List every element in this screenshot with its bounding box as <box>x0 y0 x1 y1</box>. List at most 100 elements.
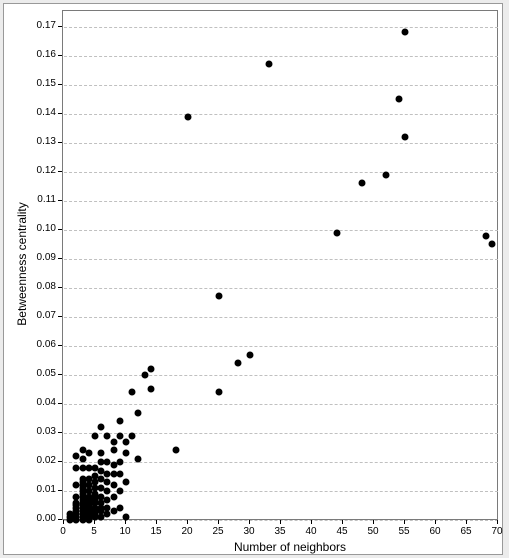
data-point <box>116 505 123 512</box>
y-tick <box>58 287 62 288</box>
y-tick-label: 0.11 <box>28 194 56 205</box>
gridline <box>64 288 498 289</box>
data-point <box>185 113 192 120</box>
y-tick <box>58 171 62 172</box>
gridline <box>64 462 498 463</box>
x-tick <box>373 520 374 524</box>
y-tick <box>58 142 62 143</box>
chart-container: Betweenness centrality Number of neighbo… <box>0 0 509 558</box>
gridline <box>64 259 498 260</box>
data-point <box>216 389 223 396</box>
gridline <box>64 27 498 28</box>
plot-area <box>62 10 498 520</box>
x-tick-label: 70 <box>487 526 507 537</box>
gridline <box>64 317 498 318</box>
x-tick <box>311 520 312 524</box>
y-tick <box>58 345 62 346</box>
y-tick <box>58 113 62 114</box>
x-tick-label: 0 <box>53 526 73 537</box>
y-tick <box>58 55 62 56</box>
data-point <box>104 487 111 494</box>
x-tick-label: 40 <box>301 526 321 537</box>
data-point <box>98 450 105 457</box>
x-tick-label: 15 <box>146 526 166 537</box>
data-point <box>135 456 142 463</box>
y-tick <box>58 403 62 404</box>
y-tick <box>58 316 62 317</box>
y-tick-label: 0.16 <box>28 49 56 60</box>
x-tick <box>249 520 250 524</box>
y-tick <box>58 84 62 85</box>
x-axis-label: Number of neighbors <box>220 540 360 554</box>
data-point <box>116 458 123 465</box>
x-tick <box>156 520 157 524</box>
x-tick <box>280 520 281 524</box>
gridline <box>64 56 498 57</box>
x-tick <box>187 520 188 524</box>
x-tick-label: 10 <box>115 526 135 537</box>
data-point <box>116 418 123 425</box>
x-tick <box>94 520 95 524</box>
gridline <box>64 230 498 231</box>
x-tick <box>435 520 436 524</box>
y-axis-label: Betweenness centrality <box>15 194 29 334</box>
x-tick-label: 35 <box>270 526 290 537</box>
data-point <box>104 432 111 439</box>
y-tick-label: 0.06 <box>28 339 56 350</box>
y-tick-label: 0.13 <box>28 136 56 147</box>
gridline <box>64 201 498 202</box>
y-tick <box>58 432 62 433</box>
gridline <box>64 172 498 173</box>
data-point <box>358 180 365 187</box>
data-point <box>141 371 148 378</box>
x-tick <box>125 520 126 524</box>
x-tick-label: 25 <box>208 526 228 537</box>
x-tick-label: 65 <box>456 526 476 537</box>
data-point <box>147 386 154 393</box>
data-point <box>98 424 105 431</box>
x-tick-label: 60 <box>425 526 445 537</box>
data-point <box>110 447 117 454</box>
x-tick-label: 30 <box>239 526 259 537</box>
data-point <box>383 171 390 178</box>
y-tick-label: 0.04 <box>28 397 56 408</box>
gridline <box>64 143 498 144</box>
data-point <box>116 487 123 494</box>
x-tick-label: 5 <box>84 526 104 537</box>
y-tick <box>58 229 62 230</box>
data-point <box>123 450 130 457</box>
gridline <box>64 520 498 521</box>
data-point <box>123 479 130 486</box>
data-point <box>172 447 179 454</box>
x-tick <box>342 520 343 524</box>
x-tick-label: 55 <box>394 526 414 537</box>
data-point <box>265 61 272 68</box>
data-point <box>135 409 142 416</box>
data-point <box>333 229 340 236</box>
y-tick <box>58 490 62 491</box>
data-point <box>402 133 409 140</box>
y-tick <box>58 374 62 375</box>
data-point <box>129 389 136 396</box>
x-tick-label: 50 <box>363 526 383 537</box>
data-point <box>482 232 489 239</box>
data-point <box>123 438 130 445</box>
y-tick <box>58 519 62 520</box>
data-point <box>110 482 117 489</box>
data-point <box>147 366 154 373</box>
x-tick-label: 20 <box>177 526 197 537</box>
data-point <box>116 470 123 477</box>
x-tick <box>497 520 498 524</box>
y-tick <box>58 258 62 259</box>
y-tick-label: 0.10 <box>28 223 56 234</box>
data-point <box>129 432 136 439</box>
data-point <box>247 351 254 358</box>
data-point <box>234 360 241 367</box>
x-tick <box>466 520 467 524</box>
y-tick <box>58 26 62 27</box>
y-tick <box>58 461 62 462</box>
y-tick-label: 0.00 <box>28 513 56 524</box>
y-tick-label: 0.09 <box>28 252 56 263</box>
data-point <box>110 438 117 445</box>
data-point <box>395 96 402 103</box>
